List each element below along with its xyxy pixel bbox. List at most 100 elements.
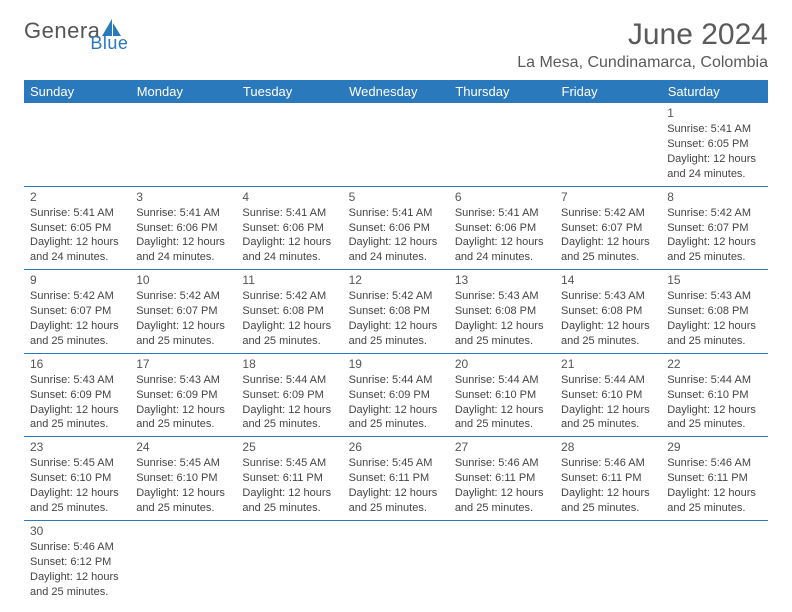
sunset-line: Sunset: 6:10 PM [30, 471, 124, 486]
calendar-day-cell: 13Sunrise: 5:43 AMSunset: 6:08 PMDayligh… [449, 270, 555, 354]
sunrise-line: Sunrise: 5:45 AM [30, 456, 124, 471]
sunrise-line: Sunrise: 5:43 AM [667, 289, 761, 304]
calendar-day-cell: 19Sunrise: 5:44 AMSunset: 6:09 PMDayligh… [343, 353, 449, 437]
daylight-line: Daylight: 12 hours and 25 minutes. [242, 486, 336, 516]
calendar-week-row: 23Sunrise: 5:45 AMSunset: 6:10 PMDayligh… [24, 437, 768, 521]
page-header: Genera Blue June 2024 La Mesa, Cundinama… [24, 18, 768, 72]
calendar-week-row: 9Sunrise: 5:42 AMSunset: 6:07 PMDaylight… [24, 270, 768, 354]
daylight-line: Daylight: 12 hours and 25 minutes. [667, 319, 761, 349]
day-number: 4 [242, 189, 336, 205]
day-number: 1 [667, 105, 761, 121]
sunrise-line: Sunrise: 5:46 AM [667, 456, 761, 471]
calendar-day-cell [130, 520, 236, 603]
day-number: 27 [455, 439, 549, 455]
daylight-line: Daylight: 12 hours and 25 minutes. [136, 403, 230, 433]
day-number: 16 [30, 356, 124, 372]
day-number: 5 [349, 189, 443, 205]
day-number: 14 [561, 272, 655, 288]
daylight-line: Daylight: 12 hours and 25 minutes. [30, 570, 124, 600]
calendar-day-cell: 1Sunrise: 5:41 AMSunset: 6:05 PMDaylight… [661, 103, 767, 186]
sunset-line: Sunset: 6:11 PM [349, 471, 443, 486]
daylight-line: Daylight: 12 hours and 25 minutes. [30, 403, 124, 433]
day-number: 23 [30, 439, 124, 455]
sunset-line: Sunset: 6:07 PM [561, 221, 655, 236]
sunset-line: Sunset: 6:11 PM [455, 471, 549, 486]
calendar-day-cell: 28Sunrise: 5:46 AMSunset: 6:11 PMDayligh… [555, 437, 661, 521]
calendar-week-row: 30Sunrise: 5:46 AMSunset: 6:12 PMDayligh… [24, 520, 768, 603]
calendar-day-cell: 22Sunrise: 5:44 AMSunset: 6:10 PMDayligh… [661, 353, 767, 437]
daylight-line: Daylight: 12 hours and 25 minutes. [30, 319, 124, 349]
calendar-day-cell: 12Sunrise: 5:42 AMSunset: 6:08 PMDayligh… [343, 270, 449, 354]
sunset-line: Sunset: 6:09 PM [242, 388, 336, 403]
sunrise-line: Sunrise: 5:41 AM [667, 122, 761, 137]
location-subtitle: La Mesa, Cundinamarca, Colombia [517, 54, 768, 72]
daylight-line: Daylight: 12 hours and 25 minutes. [561, 319, 655, 349]
sunrise-line: Sunrise: 5:41 AM [242, 206, 336, 221]
daylight-line: Daylight: 12 hours and 24 minutes. [136, 235, 230, 265]
day-number: 28 [561, 439, 655, 455]
daylight-line: Daylight: 12 hours and 24 minutes. [242, 235, 336, 265]
daylight-line: Daylight: 12 hours and 25 minutes. [349, 319, 443, 349]
calendar-day-cell [449, 103, 555, 186]
daylight-line: Daylight: 12 hours and 25 minutes. [242, 403, 336, 433]
calendar-day-cell: 5Sunrise: 5:41 AMSunset: 6:06 PMDaylight… [343, 186, 449, 270]
daylight-line: Daylight: 12 hours and 25 minutes. [455, 403, 549, 433]
day-number: 12 [349, 272, 443, 288]
calendar-week-row: 1Sunrise: 5:41 AMSunset: 6:05 PMDaylight… [24, 103, 768, 186]
sunrise-line: Sunrise: 5:41 AM [455, 206, 549, 221]
day-number: 29 [667, 439, 761, 455]
daylight-line: Daylight: 12 hours and 25 minutes. [667, 486, 761, 516]
daylight-line: Daylight: 12 hours and 25 minutes. [349, 486, 443, 516]
daylight-line: Daylight: 12 hours and 25 minutes. [561, 235, 655, 265]
calendar-day-cell: 7Sunrise: 5:42 AMSunset: 6:07 PMDaylight… [555, 186, 661, 270]
sunrise-line: Sunrise: 5:44 AM [455, 373, 549, 388]
calendar-day-cell: 2Sunrise: 5:41 AMSunset: 6:05 PMDaylight… [24, 186, 130, 270]
calendar-day-cell: 3Sunrise: 5:41 AMSunset: 6:06 PMDaylight… [130, 186, 236, 270]
calendar-day-cell: 26Sunrise: 5:45 AMSunset: 6:11 PMDayligh… [343, 437, 449, 521]
sunset-line: Sunset: 6:11 PM [561, 471, 655, 486]
calendar-day-cell: 18Sunrise: 5:44 AMSunset: 6:09 PMDayligh… [236, 353, 342, 437]
sunrise-line: Sunrise: 5:42 AM [30, 289, 124, 304]
daylight-line: Daylight: 12 hours and 24 minutes. [667, 152, 761, 182]
calendar-day-cell [130, 103, 236, 186]
sunrise-line: Sunrise: 5:46 AM [561, 456, 655, 471]
sunrise-line: Sunrise: 5:43 AM [30, 373, 124, 388]
sunset-line: Sunset: 6:05 PM [30, 221, 124, 236]
sunset-line: Sunset: 6:07 PM [136, 304, 230, 319]
calendar-day-cell [555, 103, 661, 186]
logo: Genera Blue [24, 18, 176, 44]
sunset-line: Sunset: 6:05 PM [667, 137, 761, 152]
day-number: 8 [667, 189, 761, 205]
sunset-line: Sunset: 6:11 PM [242, 471, 336, 486]
sunrise-line: Sunrise: 5:42 AM [242, 289, 336, 304]
weekday-header: Sunday [24, 80, 130, 103]
sunrise-line: Sunrise: 5:46 AM [30, 540, 124, 555]
daylight-line: Daylight: 12 hours and 25 minutes. [455, 486, 549, 516]
calendar-day-cell: 10Sunrise: 5:42 AMSunset: 6:07 PMDayligh… [130, 270, 236, 354]
sunrise-line: Sunrise: 5:45 AM [349, 456, 443, 471]
sunset-line: Sunset: 6:06 PM [136, 221, 230, 236]
day-number: 21 [561, 356, 655, 372]
day-number: 22 [667, 356, 761, 372]
sunrise-line: Sunrise: 5:41 AM [30, 206, 124, 221]
sunrise-line: Sunrise: 5:44 AM [349, 373, 443, 388]
sunrise-line: Sunrise: 5:44 AM [242, 373, 336, 388]
month-title: June 2024 [517, 18, 768, 52]
sunrise-line: Sunrise: 5:43 AM [455, 289, 549, 304]
calendar-day-cell: 25Sunrise: 5:45 AMSunset: 6:11 PMDayligh… [236, 437, 342, 521]
calendar-day-cell [555, 520, 661, 603]
calendar-day-cell: 4Sunrise: 5:41 AMSunset: 6:06 PMDaylight… [236, 186, 342, 270]
sunset-line: Sunset: 6:09 PM [136, 388, 230, 403]
calendar-day-cell: 24Sunrise: 5:45 AMSunset: 6:10 PMDayligh… [130, 437, 236, 521]
calendar-day-cell [661, 520, 767, 603]
calendar-day-cell: 30Sunrise: 5:46 AMSunset: 6:12 PMDayligh… [24, 520, 130, 603]
sunset-line: Sunset: 6:10 PM [455, 388, 549, 403]
sunrise-line: Sunrise: 5:46 AM [455, 456, 549, 471]
logo-text-blue: Blue [90, 33, 128, 54]
sunrise-line: Sunrise: 5:43 AM [561, 289, 655, 304]
sunrise-line: Sunrise: 5:45 AM [136, 456, 230, 471]
calendar-day-cell: 11Sunrise: 5:42 AMSunset: 6:08 PMDayligh… [236, 270, 342, 354]
day-number: 2 [30, 189, 124, 205]
calendar-day-cell: 16Sunrise: 5:43 AMSunset: 6:09 PMDayligh… [24, 353, 130, 437]
daylight-line: Daylight: 12 hours and 25 minutes. [561, 486, 655, 516]
